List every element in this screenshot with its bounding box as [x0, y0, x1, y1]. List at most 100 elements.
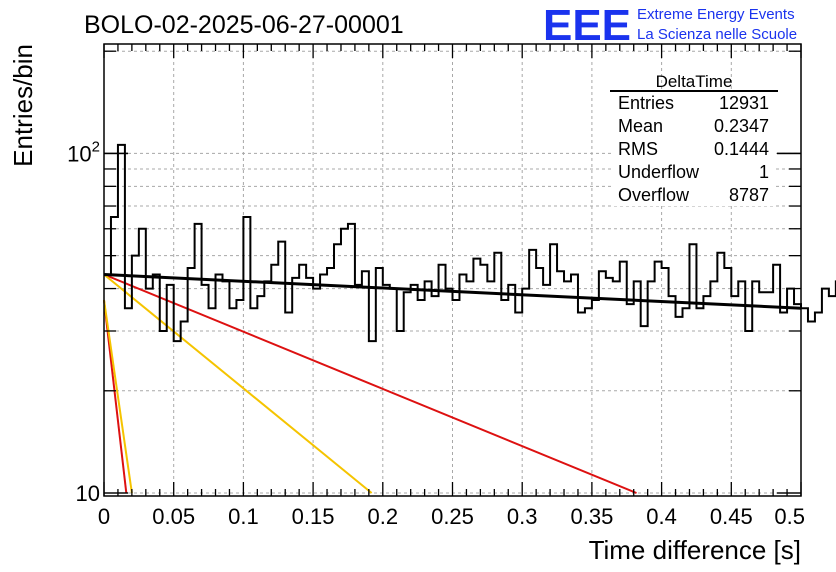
x-tick-labels: 0 0.05 0.1 0.15 0.2 0.25 0.3 0.35 0.4 0.45 0.5 — [98, 504, 805, 529]
histogram-bin — [313, 288, 320, 290]
histogram-bin — [397, 330, 404, 332]
x-tick-label: 0.1 — [228, 504, 259, 529]
histogram-bin — [459, 274, 466, 276]
histogram-bin — [257, 295, 264, 297]
x-tick-label: 0 — [98, 504, 110, 529]
histogram-bin — [362, 270, 369, 272]
histogram-bin — [480, 264, 487, 266]
histogram-bin — [571, 274, 578, 276]
histogram-bin — [111, 216, 118, 218]
x-tick-label: 0.05 — [152, 504, 195, 529]
histogram-bin — [160, 330, 167, 332]
histogram-bin — [808, 320, 815, 322]
stats-row-value: 0.2347 — [714, 116, 769, 136]
histogram-bin — [515, 312, 522, 314]
x-tick-label: 0.3 — [507, 504, 538, 529]
x-tick-label: 0.45 — [710, 504, 753, 529]
histogram-bin — [508, 284, 515, 286]
histogram-bin — [585, 307, 592, 309]
histogram-bin — [655, 261, 662, 263]
fit-components — [103, 273, 637, 494]
histogram-bin — [299, 264, 306, 266]
y-tick-label: 10 — [76, 481, 100, 506]
histogram-bin — [752, 280, 759, 282]
histogram-bin — [717, 252, 724, 254]
fit-component-1 — [103, 273, 637, 494]
histogram-bin — [494, 252, 501, 254]
histogram-bin — [202, 284, 209, 286]
histogram-bin — [473, 258, 480, 260]
histogram-bin — [829, 295, 836, 297]
histogram-bin — [620, 261, 627, 263]
histogram-bin — [229, 307, 236, 309]
histogram-bin — [411, 284, 418, 286]
histogram-bin — [613, 280, 620, 282]
histogram-bin — [564, 280, 571, 282]
histogram-bin — [696, 307, 703, 309]
histogram-bin — [731, 295, 738, 297]
x-axis-label: Time difference [s] — [589, 535, 801, 565]
y-tick-labels: 10 102 — [67, 138, 100, 506]
histogram-bin — [285, 312, 292, 314]
histogram-bin — [634, 280, 641, 282]
histogram-bin — [648, 280, 655, 282]
histogram-series — [104, 143, 836, 343]
histogram-bin — [794, 303, 801, 305]
histogram-bin — [341, 228, 348, 230]
histogram-bin — [195, 223, 202, 225]
fit-component-4 — [103, 299, 133, 494]
stats-box-background — [613, 90, 776, 206]
histogram-bin — [209, 307, 216, 309]
histogram-bin — [557, 270, 564, 272]
stats-row-label: RMS — [618, 139, 658, 159]
fit-total — [103, 273, 802, 310]
x-tick-label: 0.4 — [646, 504, 677, 529]
stats-row-label: Underflow — [618, 162, 700, 182]
axis-ticks — [103, 44, 802, 496]
histogram-bin — [606, 277, 613, 279]
histogram-bin — [683, 307, 690, 309]
histogram-bin — [418, 299, 425, 301]
stats-row-label: Entries — [618, 93, 674, 113]
histogram-bin — [320, 274, 327, 276]
histogram-bin — [348, 223, 355, 225]
histogram-bin — [278, 241, 285, 243]
fit-total-line — [103, 273, 802, 310]
histogram-bin — [167, 284, 174, 286]
histogram-bin — [439, 264, 446, 266]
histogram-bin — [676, 316, 683, 318]
histogram-bin — [724, 267, 731, 269]
histogram-bin — [369, 340, 376, 342]
logo-line-1: Extreme Energy Events — [637, 6, 795, 23]
x-tick-label: 0.35 — [570, 504, 613, 529]
histogram-bin — [250, 307, 257, 309]
histogram-bin — [550, 243, 557, 245]
histogram-bin — [425, 280, 432, 282]
histogram-bin — [453, 299, 460, 301]
stats-row-value: 12931 — [719, 93, 769, 113]
x-tick-label: 0.25 — [431, 504, 474, 529]
histogram-bin — [641, 325, 648, 327]
histogram-bin — [689, 243, 696, 245]
histogram-bin — [132, 255, 139, 257]
histogram-bin — [522, 288, 529, 290]
histogram-bin — [236, 299, 243, 301]
histogram-bin — [773, 264, 780, 266]
histogram-bin — [543, 284, 550, 286]
histogram-bin — [738, 280, 745, 282]
fit-component-2 — [103, 273, 373, 494]
histogram-bin — [125, 307, 132, 309]
histogram-bin — [181, 320, 188, 322]
histogram-bin — [801, 307, 808, 309]
histogram-bin — [243, 216, 250, 218]
histogram-bin — [432, 295, 439, 297]
histogram-bin — [139, 228, 146, 230]
histogram-bin — [216, 274, 223, 276]
stats-row-label: Mean — [618, 116, 663, 136]
histogram-bin — [383, 284, 390, 286]
stats-row-value: 0.1444 — [714, 139, 769, 159]
stats-row-label: Overflow — [618, 185, 690, 205]
histogram-bin — [118, 144, 125, 146]
histogram-bin — [146, 288, 153, 290]
